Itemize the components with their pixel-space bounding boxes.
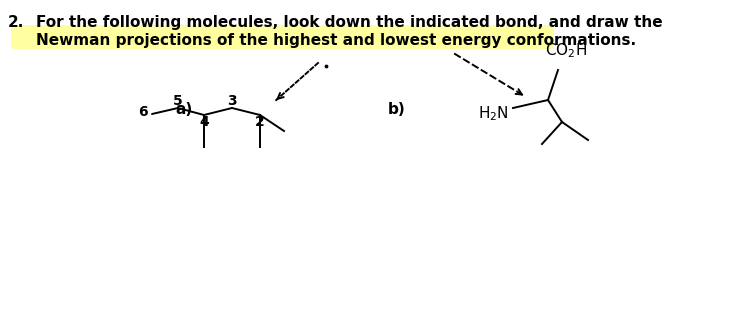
- Text: 5: 5: [173, 94, 183, 108]
- FancyBboxPatch shape: [11, 25, 554, 49]
- Text: 4: 4: [199, 115, 209, 129]
- Text: 6: 6: [138, 105, 148, 119]
- Text: b): b): [388, 102, 406, 117]
- Text: 2: 2: [255, 115, 265, 129]
- Text: H$_2$N: H$_2$N: [478, 105, 509, 123]
- Text: a): a): [175, 102, 192, 117]
- Text: CO$_2$H: CO$_2$H: [545, 41, 587, 60]
- Text: For the following molecules, look down the indicated bond, and draw the: For the following molecules, look down t…: [36, 15, 663, 30]
- Text: 2.: 2.: [8, 15, 24, 30]
- Text: 3: 3: [227, 94, 237, 108]
- Text: Newman projections of the highest and lowest energy conformations.: Newman projections of the highest and lo…: [36, 33, 636, 48]
